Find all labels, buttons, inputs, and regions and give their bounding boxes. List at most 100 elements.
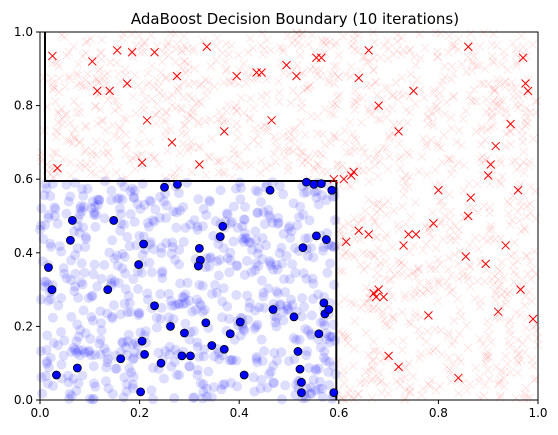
background-x bbox=[519, 42, 528, 52]
background-point bbox=[272, 355, 283, 366]
background-x bbox=[444, 264, 453, 274]
background-point bbox=[146, 196, 157, 207]
background-point bbox=[315, 342, 326, 353]
background-x bbox=[379, 200, 389, 210]
background-point bbox=[36, 203, 47, 214]
background-point bbox=[249, 323, 260, 334]
background-x bbox=[482, 316, 492, 326]
background-x bbox=[125, 80, 134, 90]
background-x bbox=[482, 351, 491, 360]
background-point bbox=[222, 253, 233, 264]
negative-point bbox=[127, 47, 137, 57]
background-x bbox=[93, 78, 102, 87]
background-x bbox=[415, 353, 424, 363]
background-x bbox=[491, 313, 500, 323]
background-x bbox=[54, 62, 64, 71]
background-point bbox=[122, 232, 133, 243]
background-x bbox=[447, 62, 457, 71]
background-x bbox=[115, 124, 125, 133]
background-x bbox=[462, 321, 471, 330]
background-x bbox=[502, 113, 511, 123]
negative-point bbox=[292, 71, 301, 81]
background-point bbox=[239, 325, 250, 336]
background-x bbox=[341, 247, 351, 257]
background-x bbox=[167, 101, 177, 110]
background-x bbox=[431, 28, 440, 38]
background-x bbox=[479, 79, 489, 89]
negative-point bbox=[486, 160, 496, 169]
background-x bbox=[262, 75, 272, 84]
background-x bbox=[520, 389, 529, 399]
background-x bbox=[134, 31, 144, 40]
background-x bbox=[76, 137, 85, 147]
background-point bbox=[78, 190, 89, 201]
background-x bbox=[507, 83, 517, 93]
background-x bbox=[356, 303, 366, 312]
background-point bbox=[250, 258, 261, 269]
positive-point bbox=[329, 388, 339, 398]
background-x bbox=[202, 91, 211, 100]
background-x bbox=[489, 29, 498, 39]
negative-point bbox=[516, 285, 525, 294]
background-point bbox=[127, 339, 138, 350]
background-x bbox=[484, 323, 494, 333]
background-x bbox=[511, 270, 521, 280]
background-point bbox=[281, 250, 292, 261]
background-x bbox=[180, 120, 190, 130]
background-x bbox=[422, 285, 432, 294]
background-x bbox=[393, 31, 402, 40]
background-point bbox=[262, 382, 273, 393]
background-point bbox=[86, 291, 97, 302]
background-x bbox=[444, 328, 453, 338]
background-point bbox=[189, 215, 200, 226]
background-point bbox=[280, 287, 291, 298]
background-point bbox=[313, 363, 324, 374]
background-x bbox=[153, 76, 162, 85]
background-x bbox=[338, 161, 347, 170]
background-x bbox=[95, 77, 104, 87]
background-x bbox=[236, 93, 246, 103]
background-x bbox=[453, 294, 462, 304]
background-point bbox=[83, 346, 94, 357]
background-point bbox=[324, 337, 335, 348]
background-x bbox=[431, 324, 440, 334]
background-x bbox=[486, 221, 496, 231]
background-x bbox=[501, 108, 511, 117]
background-point bbox=[283, 303, 294, 314]
background-x bbox=[353, 92, 362, 102]
negative-point bbox=[92, 86, 102, 96]
background-x bbox=[102, 170, 112, 180]
background-x bbox=[525, 257, 535, 267]
background-x bbox=[466, 29, 475, 38]
background-x bbox=[474, 244, 483, 254]
background-x bbox=[369, 65, 378, 74]
background-point bbox=[241, 233, 252, 244]
background-point bbox=[177, 291, 188, 302]
background-x bbox=[182, 114, 191, 124]
background-point bbox=[82, 183, 93, 194]
background-point bbox=[66, 255, 77, 266]
background-point bbox=[39, 190, 50, 201]
background-x bbox=[66, 171, 76, 180]
background-x bbox=[392, 376, 401, 386]
background-point bbox=[85, 333, 96, 344]
background-point bbox=[282, 301, 293, 312]
negative-point bbox=[267, 115, 276, 125]
negative-point bbox=[506, 119, 515, 129]
background-x bbox=[101, 126, 110, 135]
background-x bbox=[428, 208, 437, 217]
background-x bbox=[289, 125, 298, 135]
negative-point bbox=[339, 174, 349, 184]
positive-point bbox=[302, 177, 311, 187]
background-point bbox=[200, 262, 211, 273]
background-x bbox=[500, 53, 509, 62]
background-x bbox=[313, 129, 323, 138]
background-x bbox=[62, 136, 71, 145]
background-x bbox=[472, 61, 481, 71]
background-x bbox=[284, 161, 293, 170]
background-x bbox=[512, 49, 521, 59]
background-x bbox=[154, 82, 163, 92]
background-point bbox=[326, 240, 337, 251]
background-x bbox=[258, 28, 267, 38]
background-point bbox=[277, 258, 288, 269]
